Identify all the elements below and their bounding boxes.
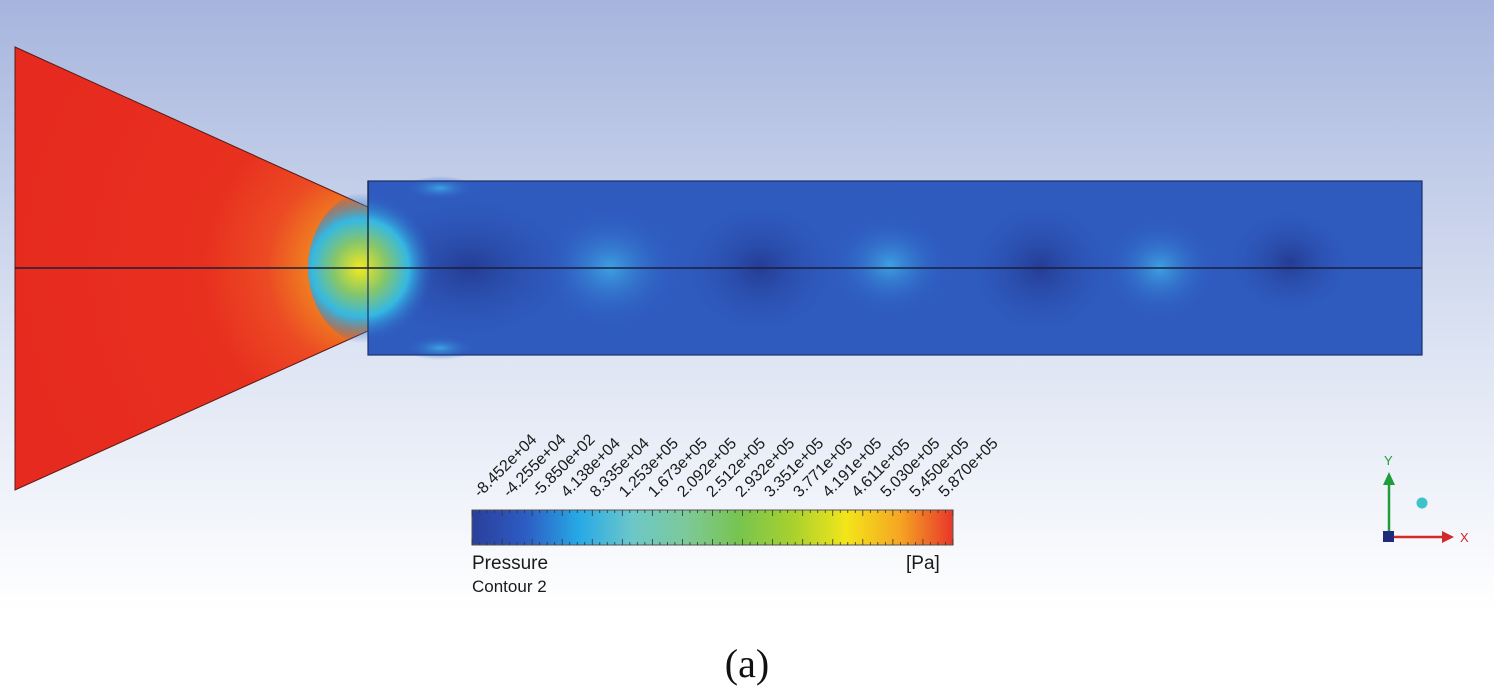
x-axis-label: X (1460, 530, 1469, 545)
page-background (0, 610, 1494, 693)
legend-contour: Contour 2 (472, 577, 547, 596)
legend-variable: Pressure (472, 553, 549, 574)
y-axis-label: Y (1384, 453, 1393, 468)
figure-caption: (a) (724, 641, 770, 686)
legend-unit: [Pa] (906, 553, 940, 574)
pressure-colorbar: -8.452e+04-4.255e+04-5.850e+024.138e+048… (471, 431, 1002, 546)
axis-triad: X Y (1383, 453, 1469, 545)
